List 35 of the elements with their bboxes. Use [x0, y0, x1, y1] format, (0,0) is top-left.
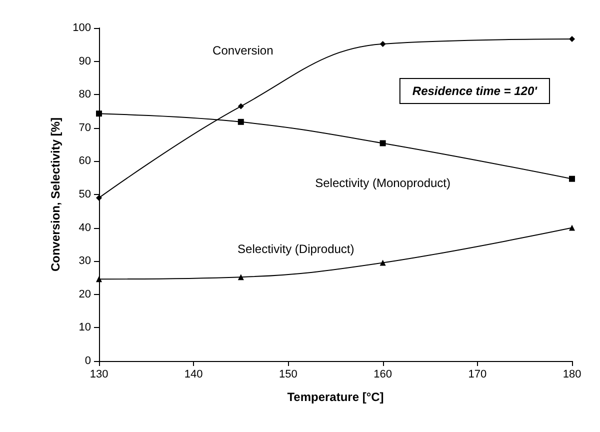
x-tick-label: 150 [279, 368, 298, 380]
point [96, 110, 102, 117]
y-tick-label: 70 [78, 122, 91, 134]
y-axis-title: Conversion, Selectivity [%] [48, 117, 63, 272]
point [96, 194, 102, 201]
point [380, 140, 386, 146]
y-tick-label: 20 [78, 288, 91, 300]
series-label: Selectivity (Monoproduct) [315, 176, 450, 190]
text: Conversion [212, 43, 274, 58]
point [569, 176, 575, 182]
y-tick-label: 50 [78, 188, 91, 200]
point [96, 276, 102, 282]
x-tick-label: 140 [184, 368, 203, 380]
y-tick-label: 80 [78, 88, 91, 101]
y-tick-label: 90 [78, 55, 91, 68]
x-axis-title: Temperature [°C] [287, 390, 384, 404]
x-tick-label: 130 [90, 368, 108, 380]
point [238, 118, 244, 125]
annotation: Residence time = 120' [412, 84, 538, 98]
x-tick-label: 180 [562, 368, 582, 380]
y-tick-label: 10 [78, 322, 91, 334]
point [569, 224, 575, 231]
point [238, 274, 244, 280]
x-tick-label: 160 [374, 368, 392, 380]
y-tick-label: 100 [72, 22, 91, 34]
point [569, 36, 575, 42]
y-tick-label: 0 [84, 355, 91, 367]
y-tick-label: 60 [78, 155, 91, 168]
x-tick-label: 170 [468, 368, 487, 380]
point [238, 103, 244, 110]
y-tick-label: 40 [78, 222, 91, 234]
point [380, 40, 386, 47]
series-label: Selectivity (Diproduct) [238, 242, 354, 256]
point [380, 260, 386, 266]
y-tick-label: 30 [78, 255, 91, 268]
